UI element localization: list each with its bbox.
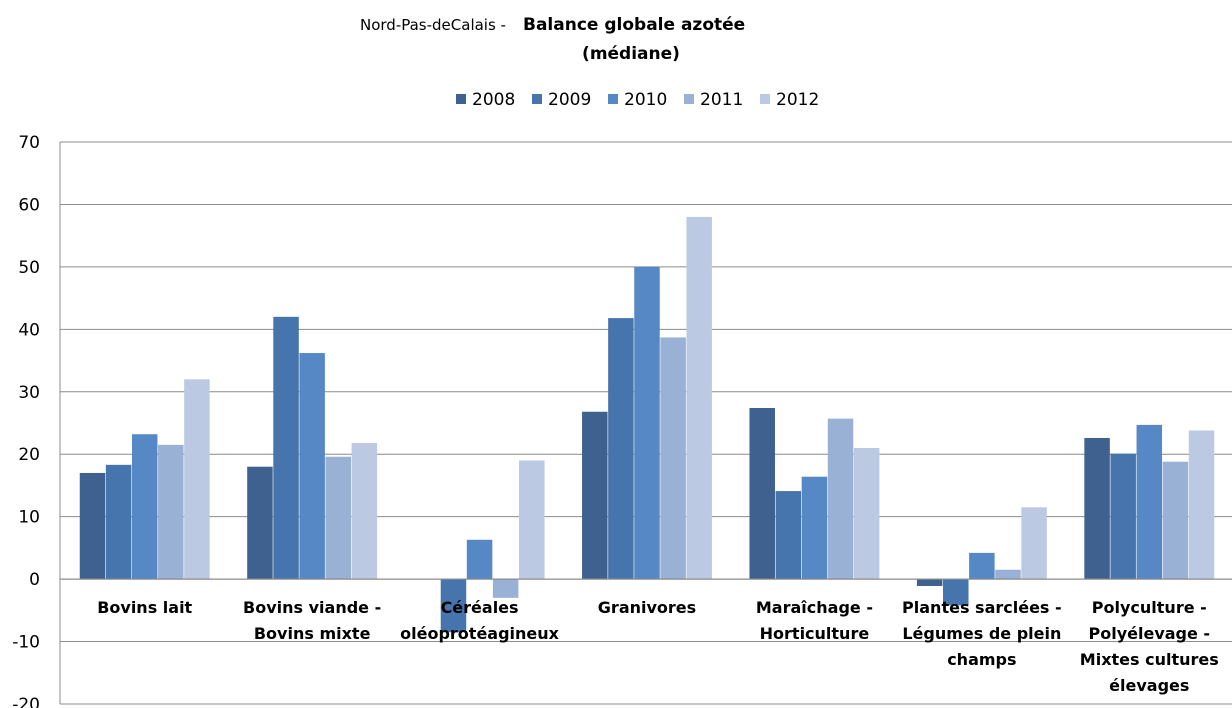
legend-swatch bbox=[760, 94, 770, 104]
bar-2009 bbox=[943, 579, 969, 606]
bar-2009 bbox=[775, 491, 802, 580]
legend-label: 2009 bbox=[548, 90, 591, 110]
y-tick-label: 30 bbox=[18, 383, 40, 403]
y-tick-label: 10 bbox=[18, 508, 40, 528]
legend-label: 2011 bbox=[700, 90, 743, 110]
bar-2011 bbox=[660, 337, 686, 580]
category-label: Plantes sarclées -Légumes de plein champs bbox=[902, 598, 1062, 669]
y-tick-label: 40 bbox=[18, 320, 40, 340]
bar-2011 bbox=[1162, 461, 1189, 580]
bar-2010 bbox=[969, 552, 995, 580]
y-axis-labels: 70 60 50 40 30 20 10 0 -10 -20 bbox=[12, 133, 40, 708]
bar-2009 bbox=[1110, 453, 1136, 580]
legend-label: 2010 bbox=[624, 90, 667, 110]
bar-2009 bbox=[440, 579, 467, 633]
bar-2008 bbox=[749, 408, 775, 580]
bar-2009 bbox=[105, 464, 132, 580]
bar-2011 bbox=[158, 444, 184, 580]
y-tick-label: -20 bbox=[12, 695, 40, 708]
title-line2: (médiane) bbox=[582, 44, 680, 64]
bar-2010 bbox=[131, 434, 158, 580]
y-tick-label: 20 bbox=[18, 445, 40, 465]
bar-2012 bbox=[184, 379, 210, 580]
y-tick-label: -10 bbox=[12, 633, 40, 653]
legend-label: 2008 bbox=[472, 90, 515, 110]
bar-2012 bbox=[1188, 430, 1215, 580]
legend-swatch bbox=[608, 94, 618, 104]
title-prefix: Nord-Pas-deCalais - bbox=[360, 16, 506, 34]
y-tick-label: 0 bbox=[29, 570, 40, 590]
bar-2012 bbox=[686, 216, 712, 580]
bar-2010 bbox=[801, 476, 828, 580]
bar-2011 bbox=[995, 569, 1021, 580]
bar-2008 bbox=[582, 411, 608, 580]
bar-2012 bbox=[1021, 507, 1047, 580]
bar-2011 bbox=[325, 456, 351, 580]
bar-2010 bbox=[299, 353, 325, 580]
bar-2009 bbox=[273, 316, 299, 580]
category-label: Granivores bbox=[598, 598, 696, 617]
bar-2009 bbox=[608, 318, 634, 580]
legend-swatch bbox=[456, 94, 466, 104]
bar-2008 bbox=[247, 466, 273, 580]
title-line1: Balance globale azotée bbox=[523, 15, 745, 35]
bar-2010 bbox=[1136, 424, 1163, 580]
category-label: Céréales oléoprotéagineux bbox=[400, 598, 560, 643]
bar-2012 bbox=[351, 442, 378, 580]
category-label: Bovins viande -Bovins mixte bbox=[243, 598, 381, 643]
category-label: Polyculture -Polyélevage -Mixtes culture… bbox=[1080, 598, 1219, 695]
bars bbox=[79, 216, 1215, 633]
legend: 2008 2009 2010 2011 2012 bbox=[456, 90, 819, 110]
bar-2008 bbox=[1084, 437, 1110, 580]
legend-swatch bbox=[684, 94, 694, 104]
bar-2012 bbox=[519, 460, 545, 580]
category-label: Maraîchage -Horticulture bbox=[756, 598, 873, 643]
bar-2012 bbox=[853, 447, 880, 580]
chart-title: Nord-Pas-deCalais - Balance globale azot… bbox=[360, 15, 745, 64]
y-tick-label: 50 bbox=[18, 258, 40, 278]
category-label: Bovins lait bbox=[97, 598, 192, 617]
legend-label: 2012 bbox=[776, 90, 819, 110]
bar-2010 bbox=[466, 539, 493, 580]
bar-2008 bbox=[916, 579, 943, 586]
y-tick-label: 60 bbox=[18, 195, 40, 215]
bar-2008 bbox=[79, 472, 106, 580]
bar-2011 bbox=[492, 579, 519, 598]
y-tick-label: 70 bbox=[18, 133, 40, 153]
bar-2010 bbox=[634, 266, 660, 580]
category-labels: Bovins lait Bovins viande -Bovins mixte Cé… bbox=[97, 598, 1219, 695]
bar-2011 bbox=[827, 418, 854, 580]
legend-swatch bbox=[532, 94, 542, 104]
